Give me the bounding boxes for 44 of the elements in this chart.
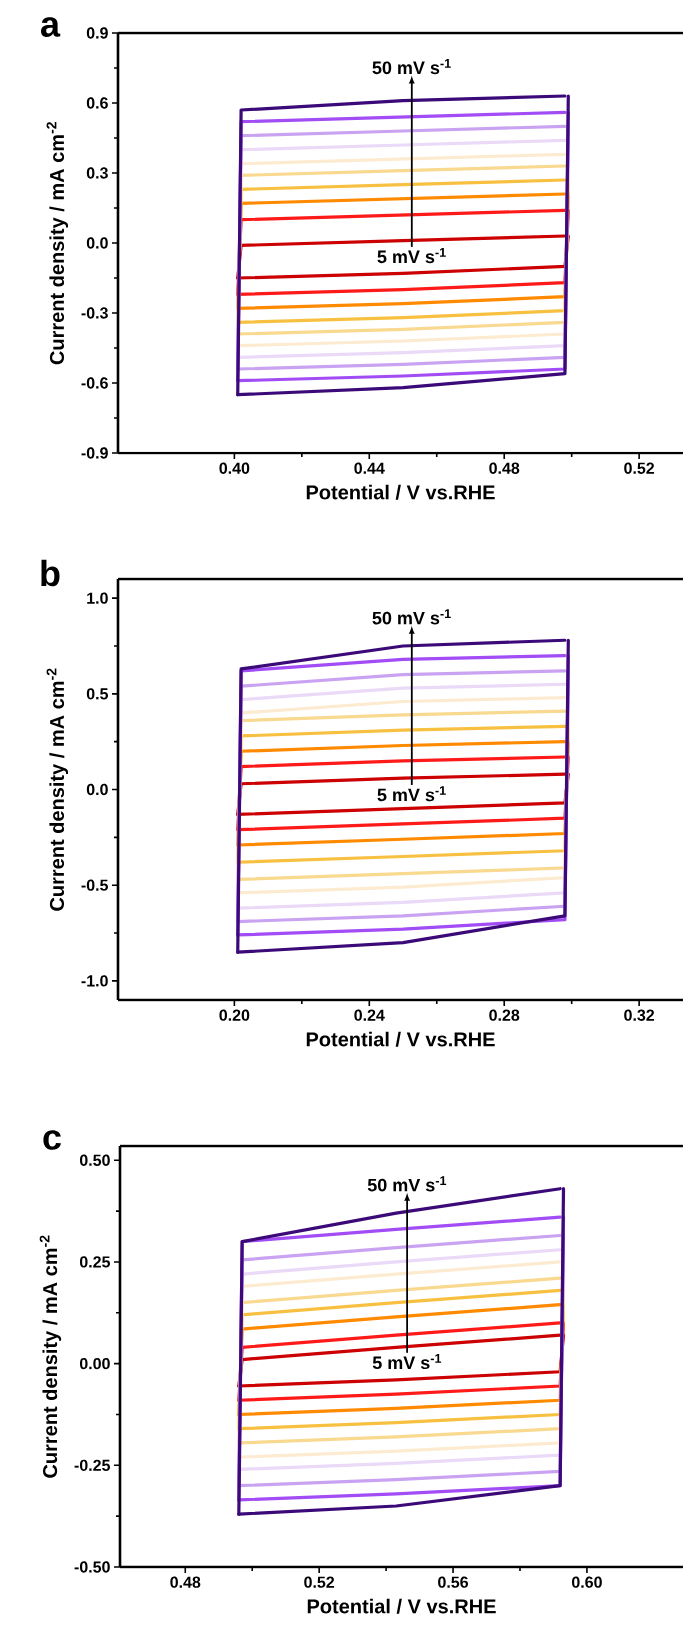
y-axis-title: Current density / mA cm$^{-2}$ — [46, 122, 69, 365]
x-axis-title: Potential / V vs.RHE — [306, 484, 495, 500]
y-tick-label: 0.3 — [86, 167, 108, 179]
annotation: 5 mV s$^{-1}$ — [377, 786, 446, 802]
annotation: 50 mV s$^{-1}$ — [367, 1176, 447, 1192]
y-axis-title: Current density / mA cm$^{-2}$ — [46, 668, 69, 911]
x-tick-label: 0.60 — [571, 1576, 602, 1588]
y-tick-label: -0.9 — [81, 447, 108, 459]
x-tick-label: 0.32 — [624, 1009, 655, 1021]
y-axis-title: Current density / mA cm$^{-2}$ — [39, 1235, 62, 1478]
y-tick-label: 1.0 — [87, 592, 108, 604]
x-tick-label: 0.56 — [438, 1576, 469, 1588]
x-tick-label: 0.48 — [170, 1576, 201, 1588]
y-tick-label: 0.6 — [86, 97, 108, 109]
y-tick-label: -0.25 — [74, 1459, 111, 1471]
chart-title: c — [43, 1130, 61, 1150]
x-tick-label: 0.52 — [624, 462, 655, 474]
annotation: 50 mV s$^{-1}$ — [372, 609, 451, 625]
x-tick-label: 0.48 — [489, 462, 520, 474]
x-tick-label: 0.20 — [219, 1009, 250, 1021]
x-tick-label: 0.28 — [489, 1009, 520, 1021]
y-tick-label: 0.00 — [79, 1357, 110, 1370]
y-tick-label: 0.0 — [86, 783, 108, 796]
y-tick-label: 0.0 — [86, 237, 108, 249]
chart-title: b — [41, 559, 60, 587]
x-tick-label: 0.40 — [219, 462, 250, 474]
y-tick-label: -0.5 — [81, 879, 109, 891]
annotation: 50 mV s$^{-1}$ — [372, 59, 451, 75]
x-axis-title: Potential / V vs.RHE — [307, 1598, 496, 1614]
x-tick-label: 0.44 — [354, 462, 385, 474]
annotation: 5 mV s$^{-1}$ — [377, 248, 446, 264]
x-tick-label: 0.24 — [354, 1009, 385, 1021]
x-axis-title: Potential / V vs.RHE — [306, 1031, 495, 1047]
y-tick-label: -0.50 — [74, 1561, 110, 1573]
y-tick-label: 0.5 — [86, 688, 109, 700]
chart-title: a — [41, 17, 61, 37]
y-tick-label: -0.3 — [81, 307, 108, 319]
y-tick-label: 0.50 — [79, 1154, 110, 1166]
y-tick-label: -1.0 — [81, 975, 108, 987]
y-tick-label: -0.6 — [81, 377, 108, 389]
y-tick-label: 0.9 — [86, 27, 108, 39]
x-tick-label: 0.52 — [304, 1576, 335, 1588]
annotation: 5 mV s$^{-1}$ — [372, 1354, 442, 1370]
y-tick-label: 0.25 — [79, 1256, 111, 1268]
